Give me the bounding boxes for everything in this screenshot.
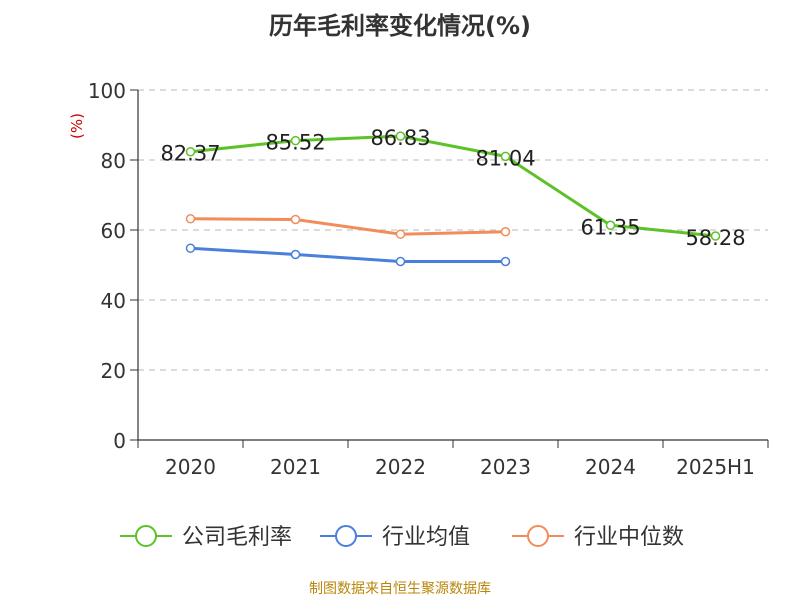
legend-label: 公司毛利率 bbox=[182, 525, 292, 550]
data-point bbox=[185, 214, 196, 224]
x-tick-label: 2024 bbox=[585, 455, 636, 479]
source-footer: 制图数据来自恒生聚源数据库 bbox=[309, 581, 491, 597]
x-tick-label: 2021 bbox=[270, 455, 321, 479]
chart-title: 历年毛利率变化情况(%) bbox=[269, 12, 531, 40]
data-point bbox=[185, 243, 196, 253]
legend-label: 行业中位数 bbox=[574, 525, 684, 550]
y-tick-label: 40 bbox=[101, 289, 126, 313]
data-point bbox=[605, 220, 616, 231]
data-point bbox=[395, 131, 406, 141]
series-line bbox=[190, 134, 716, 238]
y-tick-label: 80 bbox=[101, 149, 126, 173]
data-point bbox=[290, 214, 301, 225]
y-tick-label: 100 bbox=[88, 79, 126, 103]
y-tick-label: 20 bbox=[101, 359, 126, 383]
x-tick-label: 2022 bbox=[375, 455, 426, 479]
data-point bbox=[500, 227, 511, 237]
series-line bbox=[190, 217, 506, 236]
y-axis-label: (%) bbox=[68, 113, 86, 139]
legend-marker bbox=[135, 525, 157, 547]
data-point bbox=[185, 146, 196, 157]
data-point bbox=[710, 231, 721, 241]
data-point bbox=[395, 256, 406, 267]
series-line bbox=[190, 246, 506, 263]
data-point bbox=[290, 135, 301, 146]
legend-label: 行业均值 bbox=[382, 525, 470, 550]
data-label: 58.28 bbox=[685, 226, 745, 250]
data-label: 86.83 bbox=[370, 126, 430, 150]
legend-marker bbox=[527, 525, 549, 547]
data-point bbox=[500, 151, 511, 162]
data-label: 82.37 bbox=[160, 142, 220, 166]
data-point bbox=[500, 256, 511, 267]
y-tick-label: 60 bbox=[101, 219, 126, 243]
x-tick-label: 2023 bbox=[480, 455, 531, 479]
x-tick-label: 2025H1 bbox=[676, 455, 755, 479]
data-label: 81.04 bbox=[475, 146, 535, 170]
data-point bbox=[395, 229, 406, 239]
x-tick-label: 2020 bbox=[165, 455, 216, 479]
legend-marker bbox=[335, 525, 357, 547]
y-tick-label: 0 bbox=[113, 429, 126, 453]
data-point bbox=[290, 249, 301, 260]
data-label: 85.52 bbox=[265, 131, 325, 155]
data-label: 61.35 bbox=[580, 215, 640, 239]
